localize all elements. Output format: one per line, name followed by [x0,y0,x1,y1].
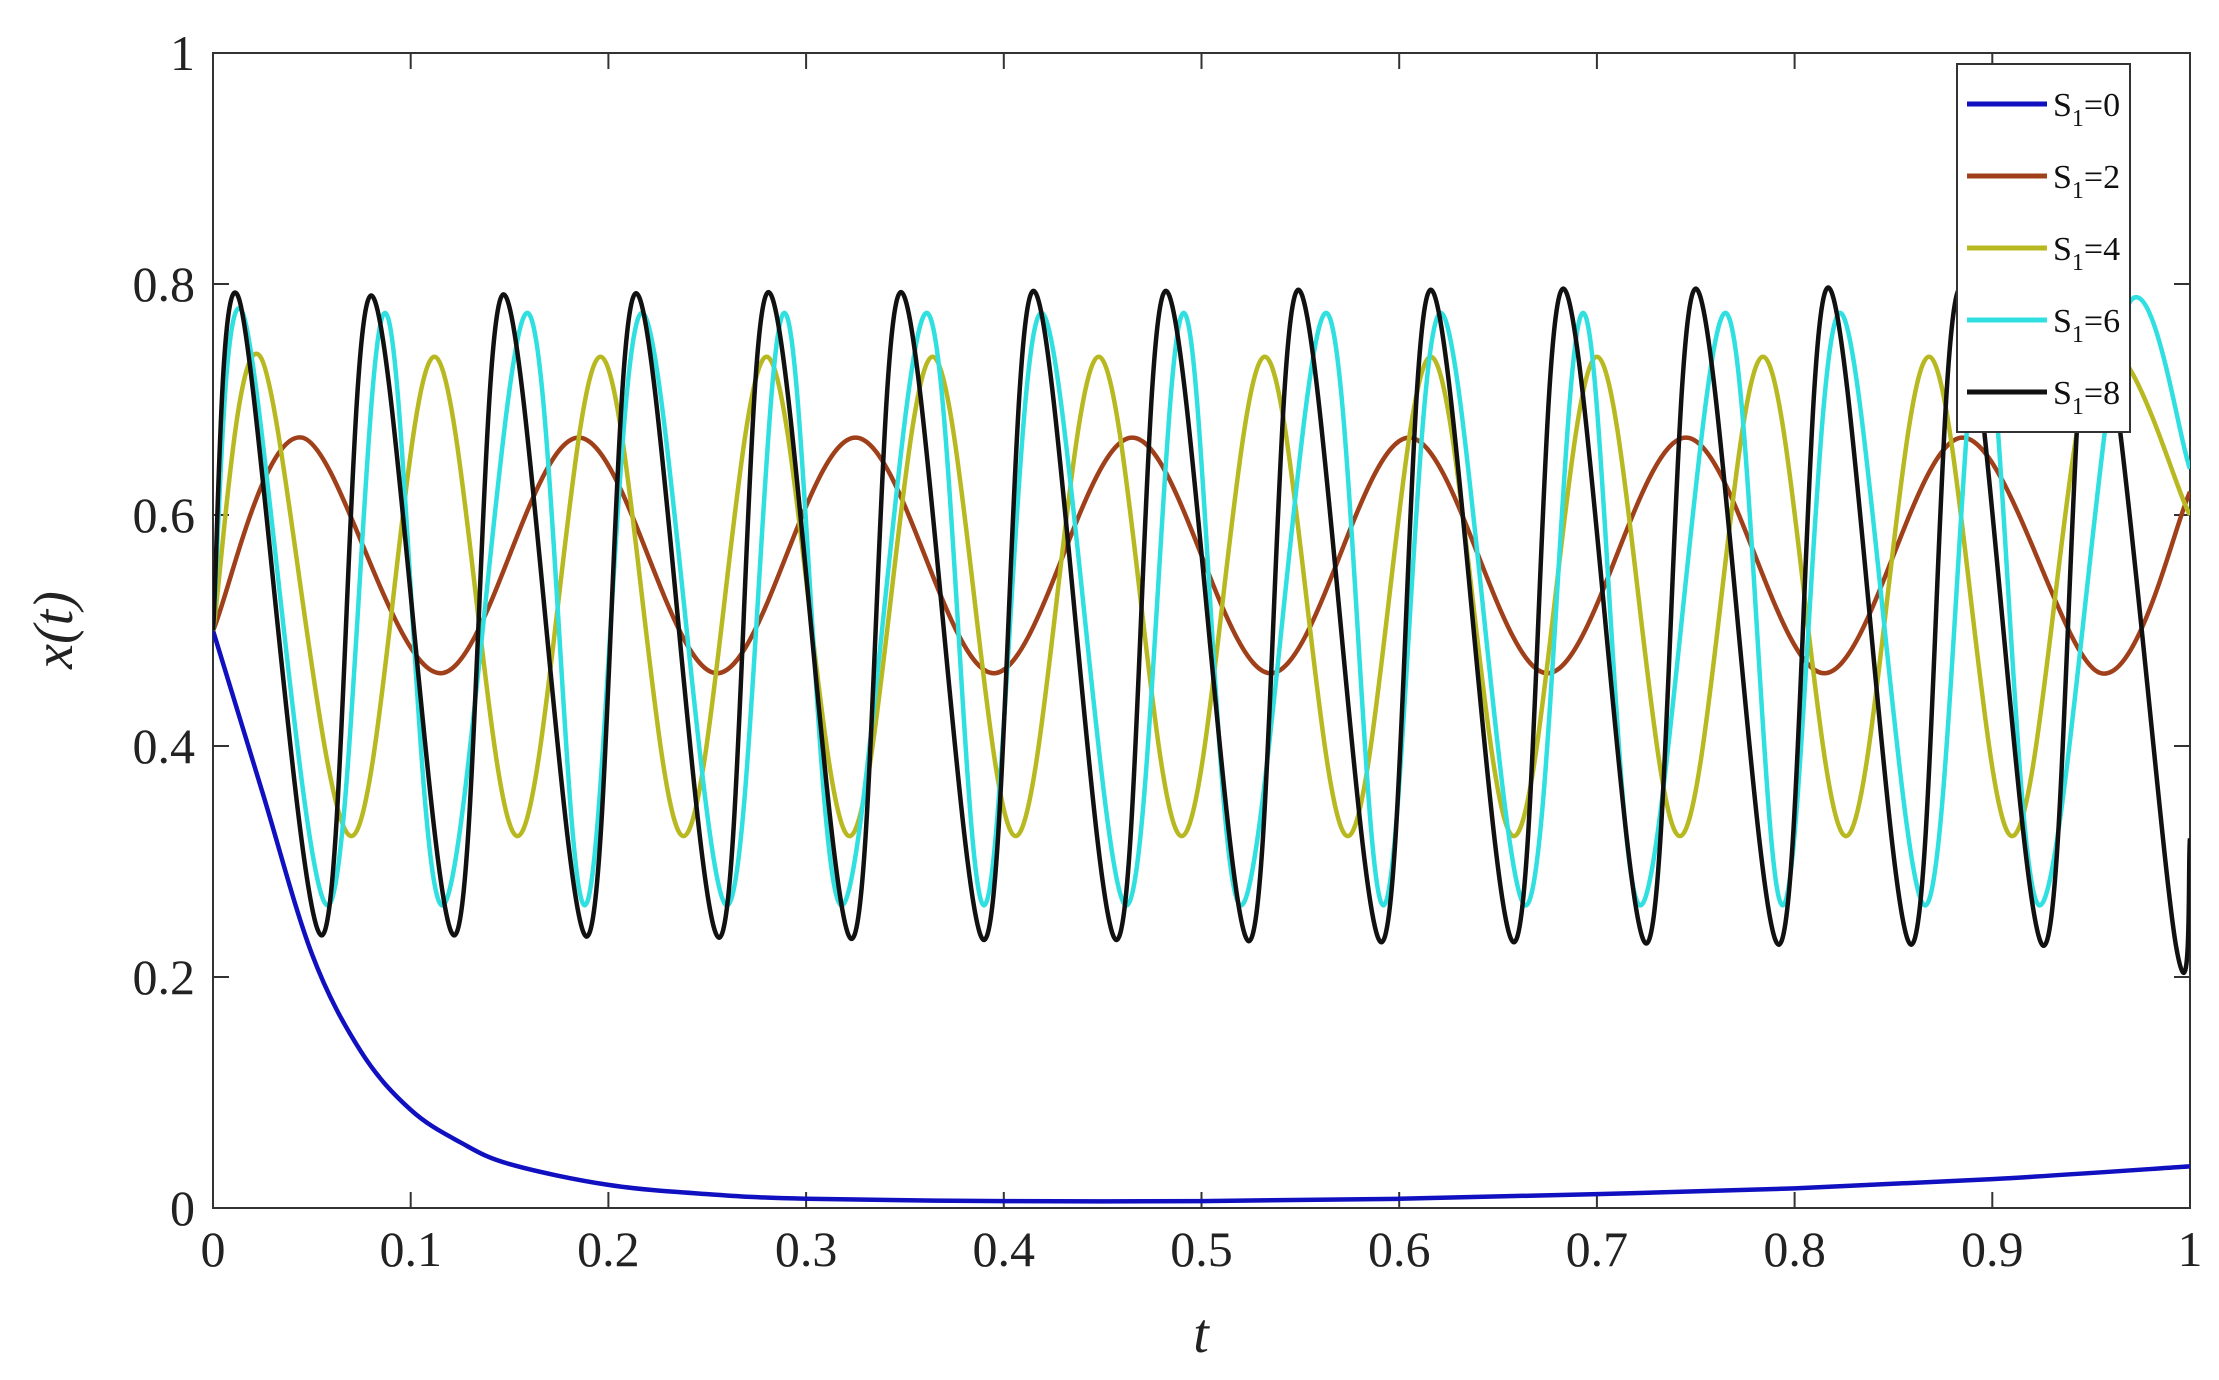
legend-label-main: S [2053,159,2072,196]
series-line-0 [213,629,2190,1204]
x-axis: 0 0.1 0.2 0.3 0.4 0.5 0.6 0.7 0.8 0.9 1 [201,53,2203,1277]
legend-label: S1=6 [2053,303,2120,348]
y-tick-label: 0.8 [133,256,196,312]
legend-label-sub: 1 [2072,106,2084,132]
x-tick-label: 0.7 [1566,1221,1629,1277]
y-tick-label: 0 [170,1180,195,1236]
legend: S1=0S1=2S1=4S1=6S1=8 [1956,63,2131,433]
x-tick-label: 0.6 [1368,1221,1431,1277]
y-axis: 0 0.2 0.4 0.6 0.8 1 [133,25,2190,1236]
x-tick-label: 0.4 [973,1221,1036,1277]
legend-label-sub: 1 [2072,250,2084,276]
y-axis-title: x(t) [23,591,85,670]
x-tick-label: 0.8 [1763,1221,1826,1277]
legend-label-rest: =8 [2084,375,2120,412]
series-line-3 [213,295,2190,908]
series-line-2 [213,344,2190,839]
legend-label: S1=8 [2053,375,2120,420]
legend-label-main: S [2053,87,2072,124]
x-axis-title: t [1193,1303,1210,1365]
x-tick-label: 0.1 [379,1221,442,1277]
legend-label-main: S [2053,231,2072,268]
x-tick-label: 0.5 [1170,1221,1233,1277]
legend-label-rest: =0 [2084,87,2120,124]
x-tick-label: 0.2 [577,1221,640,1277]
legend-label-rest: =2 [2084,159,2120,196]
plot-area [212,52,2191,1209]
legend-label: S1=0 [2053,87,2120,132]
y-tick-label: 0.2 [133,949,196,1005]
legend-label: S1=4 [2053,231,2120,276]
x-tick-label: 0 [201,1221,226,1277]
series-line-4 [213,284,2190,975]
legend-label-sub: 1 [2072,178,2084,204]
x-tick-label: 1 [2178,1221,2203,1277]
legend-label-sub: 1 [2072,322,2084,348]
series-layer [213,284,2190,1204]
x-tick-label: 0.3 [775,1221,838,1277]
legend-label: S1=2 [2053,159,2120,204]
legend-label-main: S [2053,303,2072,340]
legend-label-rest: =4 [2084,231,2120,268]
y-tick-label: 0.4 [133,718,196,774]
legend-label-rest: =6 [2084,303,2120,340]
y-tick-label: 0.6 [133,487,196,543]
x-tick-label: 0.9 [1961,1221,2024,1277]
legend-label-main: S [2053,375,2072,412]
legend-label-sub: 1 [2072,394,2084,420]
y-tick-label: 1 [170,25,195,81]
